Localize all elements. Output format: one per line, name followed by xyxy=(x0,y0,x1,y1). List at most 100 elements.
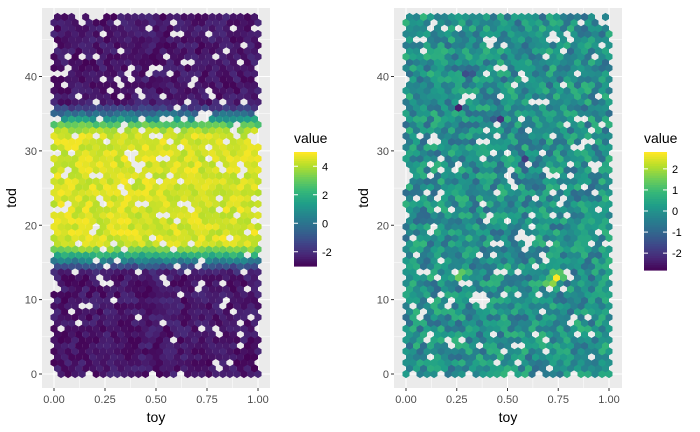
hex-cell xyxy=(469,228,476,237)
colorbar-segment xyxy=(644,244,667,247)
hex-cell xyxy=(539,273,546,282)
hex-cell xyxy=(420,330,427,339)
hex-cell xyxy=(82,80,90,90)
hex-cell xyxy=(521,267,529,277)
hex-cell xyxy=(497,171,504,180)
hex-cell xyxy=(240,358,248,367)
hex-cell xyxy=(444,245,452,254)
hex-cell xyxy=(61,35,69,44)
hex-cell xyxy=(528,279,536,288)
hex-cell xyxy=(507,18,515,27)
hex-cell xyxy=(444,324,452,333)
hex-cell xyxy=(525,137,532,146)
hex-cell xyxy=(413,92,420,101)
hex-cell xyxy=(166,182,174,192)
hex-cell xyxy=(437,63,445,73)
hex-cell xyxy=(602,364,609,373)
hex-cell xyxy=(455,341,462,350)
hex-cell xyxy=(194,103,202,112)
hex-cell xyxy=(148,211,156,220)
hex-cell xyxy=(595,24,602,33)
hex-cell xyxy=(131,216,139,226)
hex-cell xyxy=(556,211,564,220)
hex-cell xyxy=(85,358,93,367)
hex-cell xyxy=(532,35,539,44)
hex-cell xyxy=(553,126,560,135)
hex-cell xyxy=(437,267,445,277)
hex-cell xyxy=(75,69,83,78)
hex-cell xyxy=(542,18,550,27)
hex-cell xyxy=(591,86,599,95)
hex-cell xyxy=(205,324,213,333)
hex-cell xyxy=(476,103,483,112)
hex-cell xyxy=(110,330,118,339)
hex-cell xyxy=(194,92,202,101)
hex-cell xyxy=(549,177,557,186)
hex-cell xyxy=(430,335,438,345)
hex-cell xyxy=(131,103,139,112)
hex-cell xyxy=(229,12,237,22)
hex-cell xyxy=(159,194,167,203)
hex-cell xyxy=(152,262,160,271)
hex-cell xyxy=(441,330,448,339)
hex-cell xyxy=(514,347,522,356)
hex-cell xyxy=(441,307,448,316)
hex-cell xyxy=(560,250,567,260)
hex-cell xyxy=(54,171,62,180)
hex-cell xyxy=(570,233,578,243)
hex-cell xyxy=(472,75,480,84)
hex-cell xyxy=(138,228,146,237)
hex-cell xyxy=(166,92,174,101)
hex-cell xyxy=(567,103,574,112)
hex-cell xyxy=(215,103,223,112)
hex-cell xyxy=(54,228,62,237)
hex-cell xyxy=(570,177,578,186)
hex-cell xyxy=(406,205,413,214)
hex-cell xyxy=(574,341,581,350)
hex-cell xyxy=(448,148,455,158)
hex-cell xyxy=(560,307,567,316)
hex-cell xyxy=(54,318,62,328)
hex-cell xyxy=(444,290,452,299)
hex-cell xyxy=(549,143,557,152)
hex-cell xyxy=(455,148,462,158)
hex-cell xyxy=(170,369,178,379)
hex-cell xyxy=(78,154,86,163)
hex-cell xyxy=(124,126,132,135)
hex-cell xyxy=(486,52,494,61)
hex-cell xyxy=(148,245,156,254)
hex-cell xyxy=(602,194,609,203)
hex-cell xyxy=(469,318,476,328)
hex-cell xyxy=(240,63,248,73)
hex-cell xyxy=(50,324,58,333)
hex-cell xyxy=(602,352,609,362)
hex-cell xyxy=(420,273,427,282)
hex-cell xyxy=(110,364,118,373)
hex-cell xyxy=(553,194,560,203)
hex-cell xyxy=(528,301,536,311)
hex-cell xyxy=(82,148,90,158)
hex-cell xyxy=(99,188,107,197)
hex-cell xyxy=(448,318,455,328)
hex-cell xyxy=(215,228,223,237)
hex-cell xyxy=(99,97,107,107)
hex-cell xyxy=(542,279,550,288)
hex-cell xyxy=(92,75,100,84)
hex-cell xyxy=(68,352,76,362)
hex-cell xyxy=(159,364,167,373)
hex-cell xyxy=(68,228,76,237)
hex-cell xyxy=(247,143,255,152)
hex-cell xyxy=(212,267,220,277)
hex-cell xyxy=(430,188,438,197)
hex-cell xyxy=(591,211,599,220)
hex-cell xyxy=(598,109,606,118)
hex-cell xyxy=(57,97,65,107)
hex-cell xyxy=(159,46,167,56)
hex-cell xyxy=(145,284,153,294)
hex-cell xyxy=(106,369,114,379)
hex-cell xyxy=(187,114,195,124)
hex-cell xyxy=(177,256,185,265)
hex-cell xyxy=(448,250,455,260)
y-axis-title: tod xyxy=(3,188,19,207)
hex-cell xyxy=(229,114,237,124)
